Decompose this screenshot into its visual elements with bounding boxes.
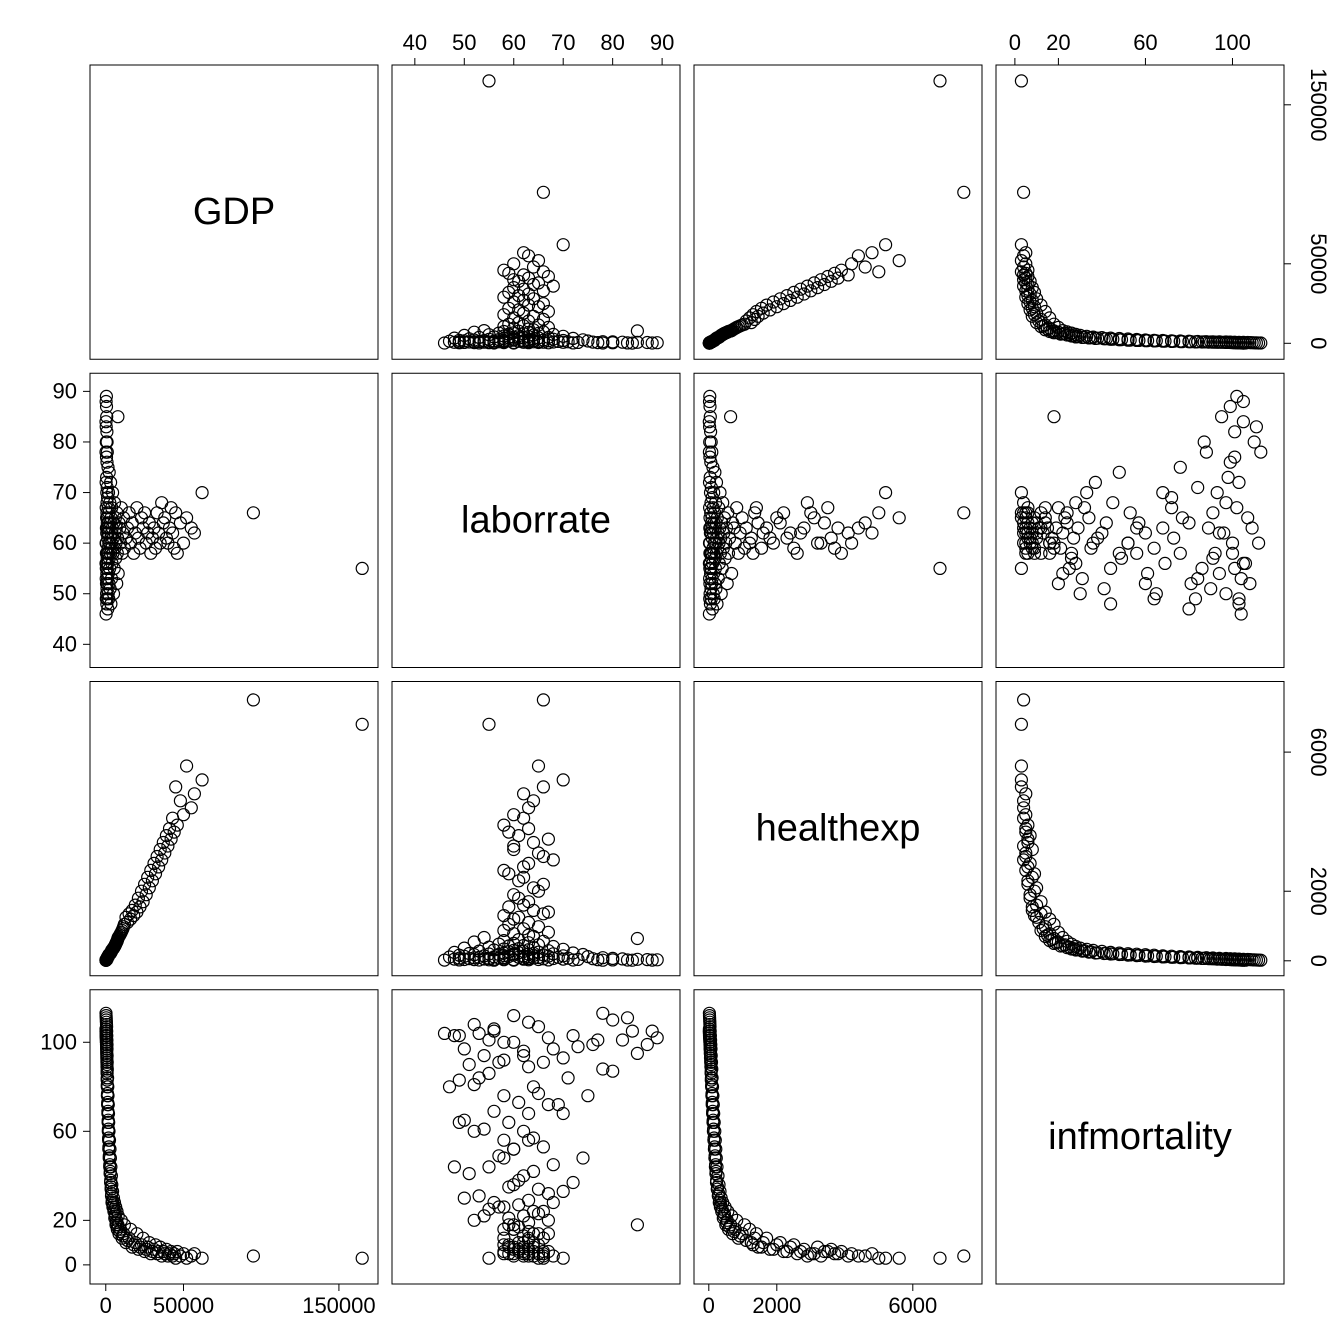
pairs-plot: GDPlaborratehealthexpinfmortality0500001…	[0, 0, 1344, 1344]
scatter-laborrate-vs-infmortality	[1015, 390, 1266, 620]
xtick-bottom-healthexp-1: 2000	[752, 1293, 801, 1318]
ytick-left-laborrate-2: 60	[53, 530, 77, 555]
ytick-right-healthexp-0: 0	[1306, 955, 1331, 967]
scatter-infmortality-vs-healthexp	[703, 1007, 970, 1264]
panel-0-2	[694, 65, 982, 359]
xtick-top-laborrate-1: 50	[452, 30, 476, 55]
xtick-top-infmortality-2: 60	[1133, 30, 1157, 55]
diag-label-GDP: GDP	[193, 191, 275, 233]
diag-label-laborrate: laborrate	[461, 499, 611, 541]
ytick-left-infmortality-2: 60	[53, 1118, 77, 1143]
ytick-left-laborrate-0: 40	[53, 631, 77, 656]
scatter-infmortality-vs-GDP	[100, 1007, 368, 1264]
xtick-bottom-GDP-2: 150000	[302, 1293, 375, 1318]
xtick-top-infmortality-0: 0	[1009, 30, 1021, 55]
panel-1-3	[996, 373, 1284, 667]
xtick-bottom-healthexp-0: 0	[703, 1293, 715, 1318]
scatter-healthexp-vs-infmortality	[1015, 694, 1266, 966]
ytick-left-laborrate-1: 50	[53, 581, 77, 606]
xtick-top-infmortality-3: 100	[1214, 30, 1251, 55]
scatter-healthexp-vs-laborrate	[439, 694, 664, 966]
panel-0-1	[392, 65, 680, 359]
scatter-GDP-vs-infmortality	[1015, 75, 1266, 349]
scatter-GDP-vs-laborrate	[439, 75, 664, 349]
diag-label-infmortality: infmortality	[1048, 1116, 1232, 1158]
ytick-left-infmortality-0: 0	[65, 1252, 77, 1277]
xtick-top-laborrate-4: 80	[600, 30, 624, 55]
diag-label-healthexp: healthexp	[756, 808, 921, 850]
xtick-bottom-GDP-0: 0	[100, 1293, 112, 1318]
xtick-top-infmortality-1: 20	[1046, 30, 1070, 55]
scatter-laborrate-vs-GDP	[100, 390, 368, 620]
panel-1-0	[90, 373, 378, 667]
scatter-laborrate-vs-healthexp	[703, 390, 970, 620]
xtick-bottom-healthexp-2: 6000	[888, 1293, 937, 1318]
ytick-left-laborrate-5: 90	[53, 378, 77, 403]
xtick-top-laborrate-0: 40	[403, 30, 427, 55]
scatter-GDP-vs-healthexp	[703, 75, 970, 349]
ytick-left-infmortality-1: 20	[53, 1207, 77, 1232]
ytick-left-infmortality-3: 100	[40, 1029, 77, 1054]
xtick-top-laborrate-3: 70	[551, 30, 575, 55]
xtick-top-laborrate-2: 60	[502, 30, 526, 55]
ytick-right-GDP-2: 150000	[1306, 68, 1331, 141]
xtick-bottom-GDP-1: 50000	[153, 1293, 214, 1318]
panel-3-2	[694, 990, 982, 1284]
panel-2-3	[996, 682, 1284, 976]
xtick-top-laborrate-5: 90	[650, 30, 674, 55]
scatter-healthexp-vs-GDP	[100, 694, 368, 966]
ytick-left-laborrate-4: 80	[53, 429, 77, 454]
ytick-right-healthexp-2: 6000	[1306, 728, 1331, 777]
ytick-right-GDP-1: 50000	[1306, 233, 1331, 294]
scatter-infmortality-vs-laborrate	[439, 1007, 664, 1264]
ytick-right-healthexp-1: 2000	[1306, 867, 1331, 916]
panel-2-0	[90, 682, 378, 976]
ytick-left-laborrate-3: 70	[53, 480, 77, 505]
ytick-right-GDP-0: 0	[1306, 337, 1331, 349]
